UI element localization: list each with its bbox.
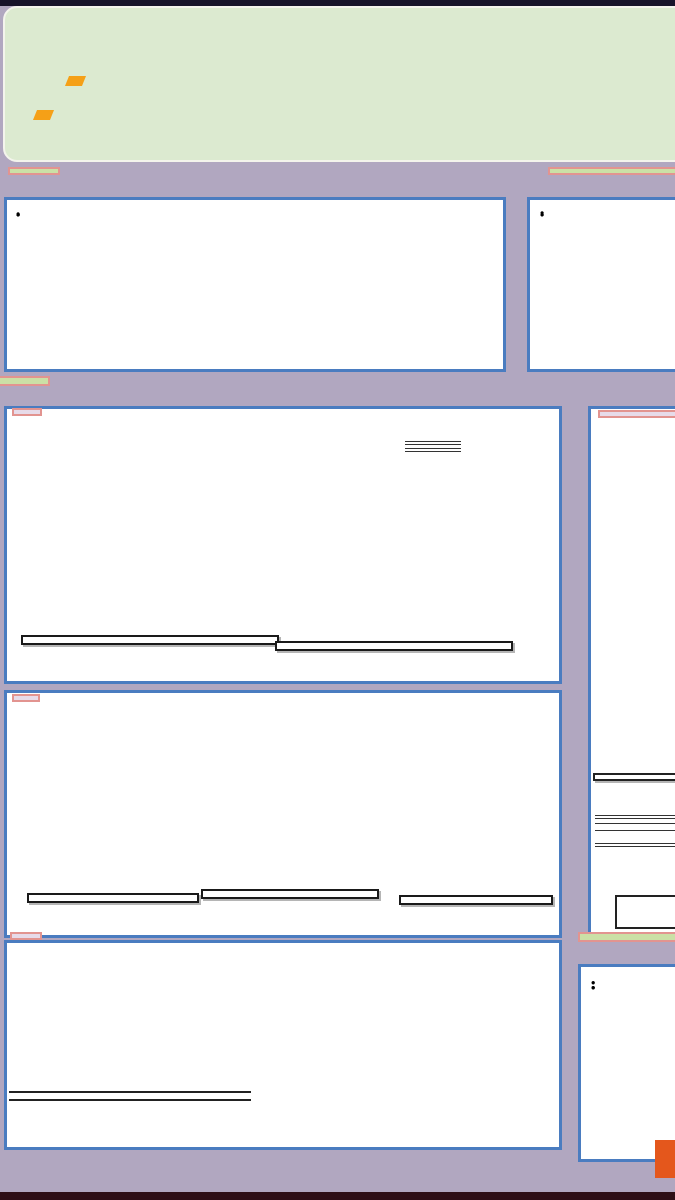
conclusions-panel [578, 964, 675, 1162]
mae-panel [588, 406, 675, 938]
motivation-panel [4, 197, 506, 372]
table-header-cell [405, 443, 419, 450]
fig1-caption [21, 635, 279, 645]
fig5-caption [593, 773, 675, 781]
section-title-results [0, 376, 50, 386]
fig2-caption [27, 893, 199, 903]
subsection-title-crystallography [12, 408, 42, 416]
logo-accent-icon [32, 110, 55, 120]
subsection-title-density-of-states [10, 932, 42, 940]
top-strip [0, 0, 675, 6]
pdos-panel-c [251, 959, 353, 1055]
table-header-cell [447, 443, 461, 450]
fig3-magnetization-chart [197, 723, 369, 887]
section-title-computational [548, 167, 675, 175]
fig4-anisotropy-chart [383, 723, 555, 887]
pdos-panel-b [129, 979, 241, 1083]
table2-caption [615, 895, 675, 929]
table-header-cell [433, 443, 447, 450]
mae-3d-chart-c [591, 547, 675, 657]
table-header-row [405, 443, 461, 450]
fig6-caption [9, 1091, 251, 1101]
subsection-title-magnetic-properties [12, 694, 40, 702]
computational-panel [527, 197, 675, 372]
crystallography-panel [4, 406, 562, 684]
pdos-panel-e [463, 959, 557, 1055]
table-row [595, 824, 675, 831]
section-title-motivation [8, 167, 60, 175]
header-banner [3, 6, 675, 162]
density-of-states-panel [4, 940, 562, 1150]
table-header-cell [419, 443, 433, 450]
fig2-enthalpy-chart [19, 723, 191, 887]
table-row [595, 837, 675, 847]
mae-3d-chart-a [591, 435, 675, 545]
subsection-title-mae [598, 410, 675, 418]
pdos-panel-f [251, 1057, 353, 1149]
pdos-panel-g [357, 1057, 459, 1149]
section-title-conclusions [578, 932, 675, 942]
magnetic-properties-panel [4, 690, 562, 938]
lattice-constant-table [405, 441, 461, 452]
fig1-crystal-structure [13, 433, 403, 631]
pdos-panel-a [15, 979, 127, 1083]
pdos-panel-h [463, 1057, 557, 1149]
logo-accent-icon [64, 76, 87, 86]
fig4-caption [399, 895, 553, 905]
pdos-panel-d [357, 959, 459, 1055]
mae-3d-chart-e [591, 659, 675, 769]
fig3-caption [201, 889, 379, 899]
table1-caption [275, 641, 513, 651]
footer-logo-block [655, 1140, 675, 1178]
inu-logo [19, 76, 199, 158]
mae-table-header [595, 815, 675, 824]
mae-table [595, 815, 675, 847]
bottom-strip [0, 1192, 675, 1200]
